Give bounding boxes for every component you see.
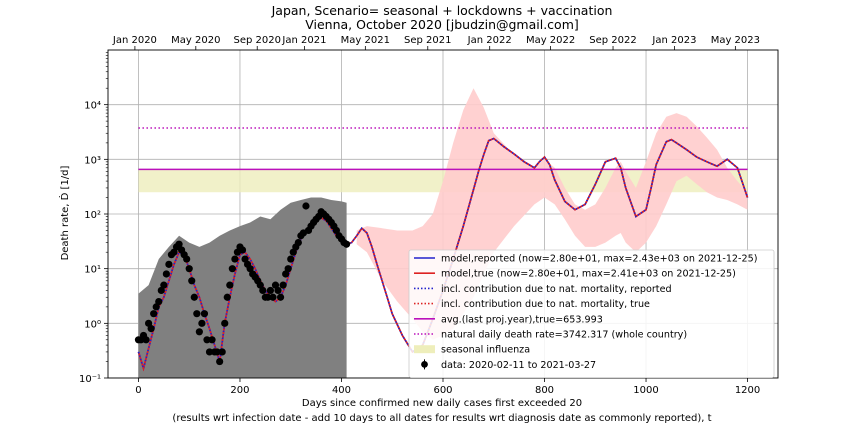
legend-label: avg.(last proj.year),true=653.993 [441, 314, 603, 325]
x-tick-label: 600 [433, 385, 452, 396]
data-point [274, 286, 282, 295]
legend-item: avg.(last proj.year),true=653.993 [414, 314, 603, 325]
x-axis-label-secondary: (results wrt infection date - add 10 day… [172, 413, 711, 424]
x-tick-label: 1200 [735, 385, 760, 396]
y-tick-label: 10⁰ [84, 319, 101, 330]
seasonal-influenza-band [138, 169, 748, 193]
legend-swatch [421, 361, 428, 368]
data-point [221, 319, 229, 327]
data-point [287, 255, 295, 263]
data-point [193, 310, 201, 318]
y-tick-label: 10³ [84, 155, 101, 166]
top-tick-label: Sep 2020 [233, 35, 280, 46]
legend-item: incl. contribution due to nat. mortality… [414, 284, 672, 295]
x-tick-label: 400 [332, 385, 351, 396]
legend-label: model,true (now=2.80e+01, max=2.41e+03 o… [441, 269, 736, 280]
data-point [238, 246, 247, 254]
top-tick-label: Jan 2023 [651, 35, 696, 46]
y-tick-label: 10¹ [84, 265, 101, 276]
data-point [175, 240, 183, 248]
x-tick-label: 1000 [633, 385, 658, 396]
legend-item: natural daily death rate=3742.317 (whole… [414, 330, 687, 341]
data-point [302, 202, 310, 210]
data-point [147, 325, 155, 333]
data-point [264, 293, 272, 301]
y-tick-label: 10⁻¹ [79, 374, 101, 385]
legend-item: model,true (now=2.80e+01, max=2.41e+03 o… [414, 269, 736, 280]
top-tick-label: Sep 2021 [404, 35, 451, 46]
data-point [142, 336, 150, 344]
legend-label: natural daily death rate=3742.317 (whole… [441, 330, 687, 341]
legend-item: data: 2020-02-11 to 2021-03-27 [421, 359, 596, 371]
data-point [269, 293, 277, 301]
legend: model,reported (now=2.80e+01, max=2.43e+… [408, 249, 775, 378]
top-tick-label: Jan 2022 [467, 35, 512, 46]
data-point [213, 348, 221, 356]
legend-label: seasonal influenza [441, 345, 530, 356]
top-tick-label: May 2022 [526, 35, 575, 46]
data-point [162, 270, 170, 278]
data-point [342, 240, 351, 248]
data-point [195, 328, 203, 336]
data-point [155, 297, 163, 306]
data-point [259, 286, 267, 295]
data-point [165, 260, 173, 268]
x-axis-label: Days since confirmed new daily cases fir… [302, 398, 582, 409]
x-tick-label: 0 [135, 385, 141, 396]
data-point [266, 286, 275, 295]
data-point [185, 265, 193, 273]
legend-label: model,reported (now=2.80e+01, max=2.43e+… [441, 254, 757, 265]
data-point [218, 348, 226, 356]
data-point [200, 310, 209, 318]
data-point [279, 281, 287, 289]
top-tick-label: Sep 2022 [589, 35, 636, 46]
data-point [284, 265, 292, 273]
data-point [203, 336, 211, 344]
y-tick-label: 10⁴ [84, 101, 101, 112]
data-point [188, 277, 196, 285]
data-point [223, 293, 231, 301]
data-point [198, 319, 206, 327]
legend-swatch [414, 345, 435, 354]
data-point [276, 293, 285, 301]
data-point [231, 255, 239, 263]
top-tick-label: May 2023 [711, 35, 760, 46]
legend-item: seasonal influenza [414, 345, 530, 356]
legend-label: data: 2020-02-11 to 2021-03-27 [441, 360, 596, 371]
data-point [183, 255, 191, 263]
legend-label: incl. contribution due to nat. mortality… [441, 284, 672, 295]
legend-item: incl. contribution due to nat. mortality… [414, 299, 650, 310]
data-uncertainty-band [138, 197, 347, 378]
data-point [216, 357, 224, 366]
data-point [228, 265, 236, 273]
y-tick-label: 10² [84, 210, 101, 221]
x-tick-label: 200 [230, 385, 249, 396]
axes: 0 200 400 600 800 1000 1200 10⁻¹ 10⁰ 10¹ 10² 10³ 10⁴… [79, 35, 779, 396]
x-tick-label: 800 [535, 385, 554, 396]
legend-item: model,reported (now=2.80e+01, max=2.43e+… [414, 254, 757, 265]
data-point [205, 348, 214, 356]
chart-title: Japan, Scenario= seasonal + lockdowns + … [271, 3, 613, 18]
top-tick-label: Jan 2020 [112, 35, 157, 46]
data-point [160, 281, 168, 289]
data-point [190, 293, 198, 301]
data-point [226, 281, 234, 289]
top-tick-label: Jan 2021 [281, 35, 326, 46]
data-point [208, 336, 216, 344]
legend-label: incl. contribution due to nat. mortality… [441, 299, 650, 310]
data-point [150, 310, 158, 318]
y-axis-label: Death rate, Ḋ [1/d] [58, 165, 71, 260]
nat-mortality-true-line [137, 137, 749, 372]
data-point [294, 238, 302, 247]
top-tick-label: May 2021 [341, 35, 390, 46]
top-tick-label: May 2020 [171, 35, 220, 46]
chart-subtitle: Vienna, October 2020 [jbudzin@gmail.com] [305, 17, 579, 32]
legend-box [408, 249, 775, 378]
